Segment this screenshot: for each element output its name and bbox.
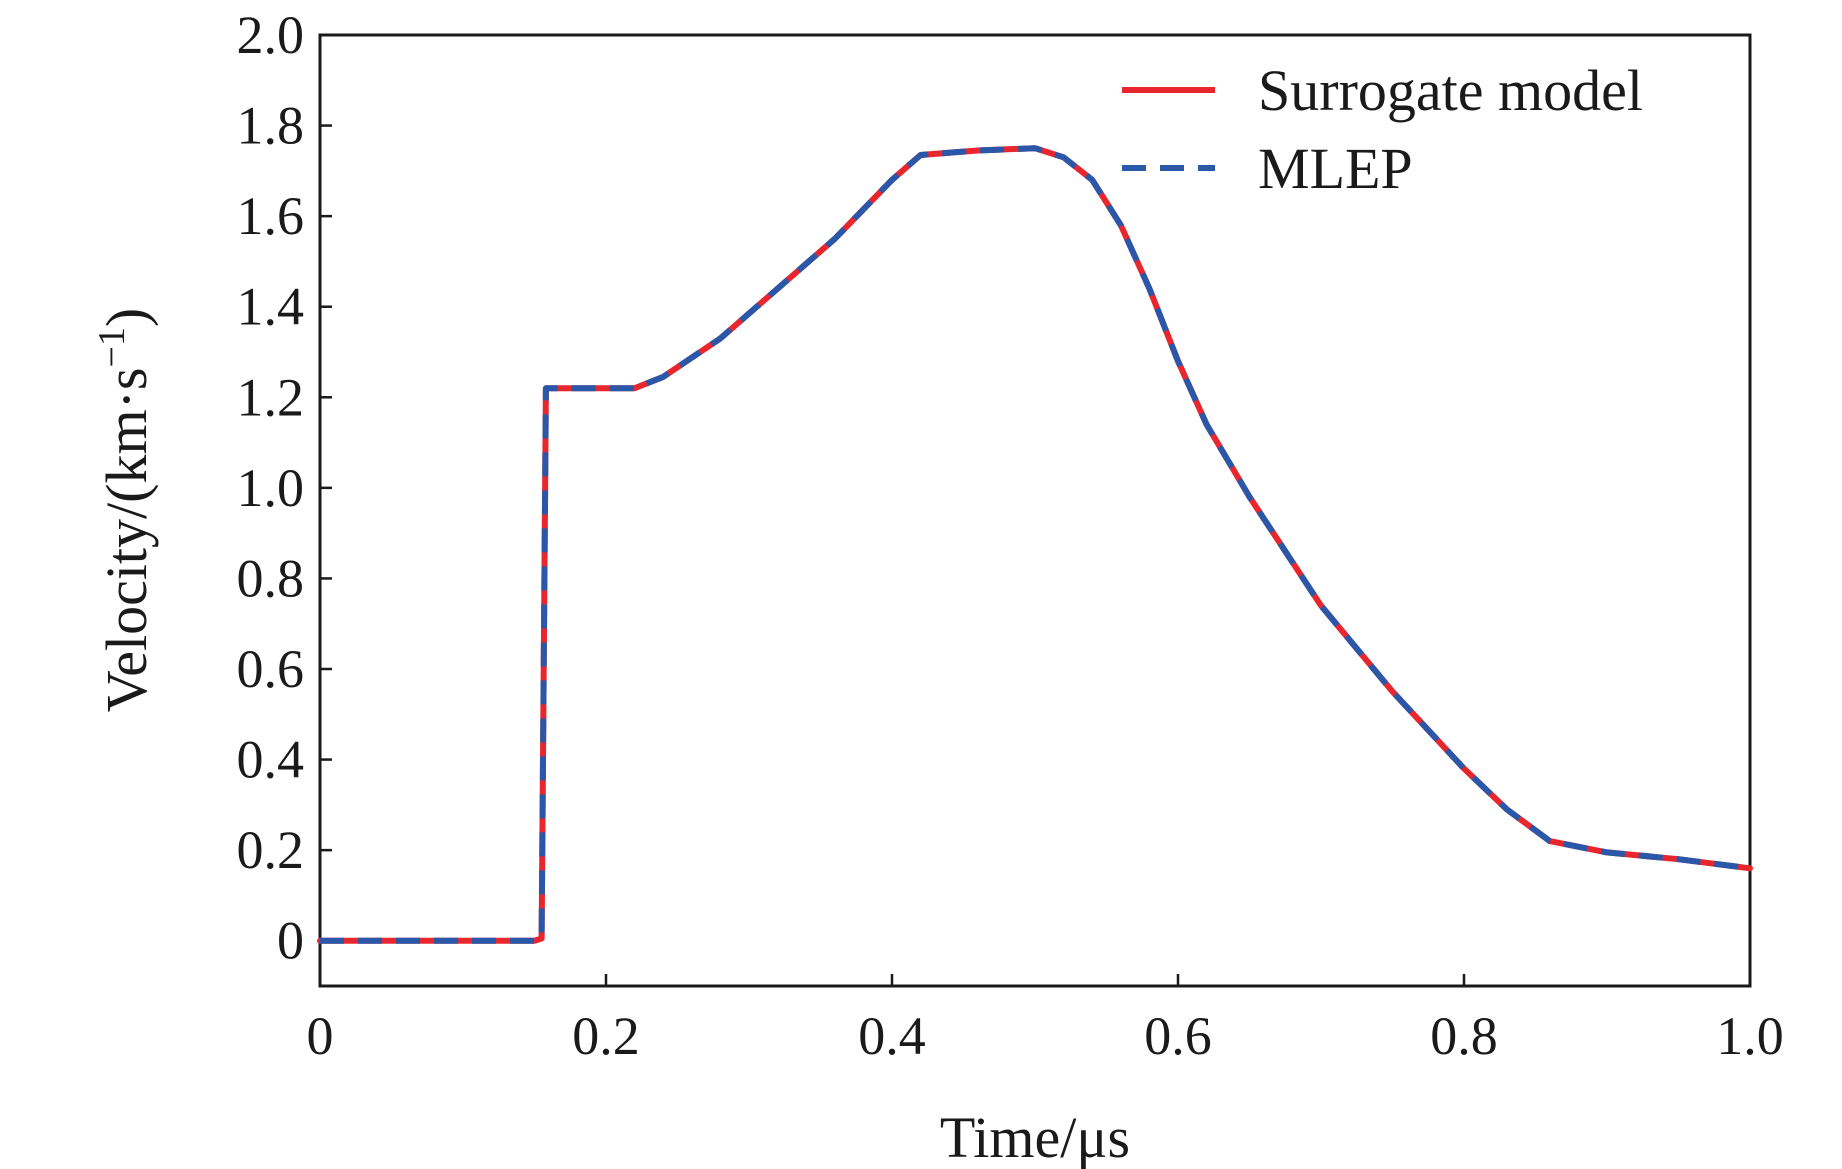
x-tick-label: 0.8 xyxy=(1430,1006,1498,1066)
y-tick-label: 1.8 xyxy=(237,96,305,156)
plot-frame xyxy=(318,33,1752,988)
y-axis-title-superscript: −1 xyxy=(91,327,133,367)
y-tick-label: 1.6 xyxy=(237,186,305,246)
x-tick-label: 0 xyxy=(307,1006,334,1066)
y-axis: 0 0.2 0.4 0.6 0.8 1.0 1.2 1.4 1.6 1.8 2.0 xyxy=(237,5,332,971)
legend-label-mlep: MLEP xyxy=(1258,136,1413,201)
legend: Surrogate model MLEP xyxy=(1122,58,1643,201)
series-line-mlep xyxy=(320,145,1751,944)
x-axis: 0 0.2 0.4 0.6 0.8 1.0 xyxy=(307,974,1784,1066)
y-axis-title-main: Velocity/(km·s xyxy=(94,368,159,713)
y-tick-label: 1.0 xyxy=(237,458,305,518)
y-tick-label: 2.0 xyxy=(237,5,305,65)
y-tick-label: 0 xyxy=(277,911,304,971)
x-tick-label: 0.6 xyxy=(1144,1006,1212,1066)
y-tick-label: 0.6 xyxy=(237,639,305,699)
series-layer xyxy=(317,145,1753,944)
y-axis-title: Velocity/(km·s−1) xyxy=(91,308,159,712)
x-tick-label: 0.4 xyxy=(858,1006,926,1066)
x-axis-title: Time/μs xyxy=(940,1105,1130,1169)
series-line-surrogate-model xyxy=(317,145,1753,944)
y-tick-label: 0.2 xyxy=(237,820,305,880)
y-tick-label: 0.4 xyxy=(237,730,305,790)
x-tick-label: 1.0 xyxy=(1716,1006,1784,1066)
y-tick-label: 1.4 xyxy=(237,277,305,337)
legend-label-surrogate-model: Surrogate model xyxy=(1258,58,1643,123)
y-axis-title-close: ) xyxy=(94,308,159,327)
x-tick-label: 0.2 xyxy=(572,1006,640,1066)
y-tick-label: 0.8 xyxy=(237,548,305,608)
y-tick-label: 1.2 xyxy=(237,367,305,427)
